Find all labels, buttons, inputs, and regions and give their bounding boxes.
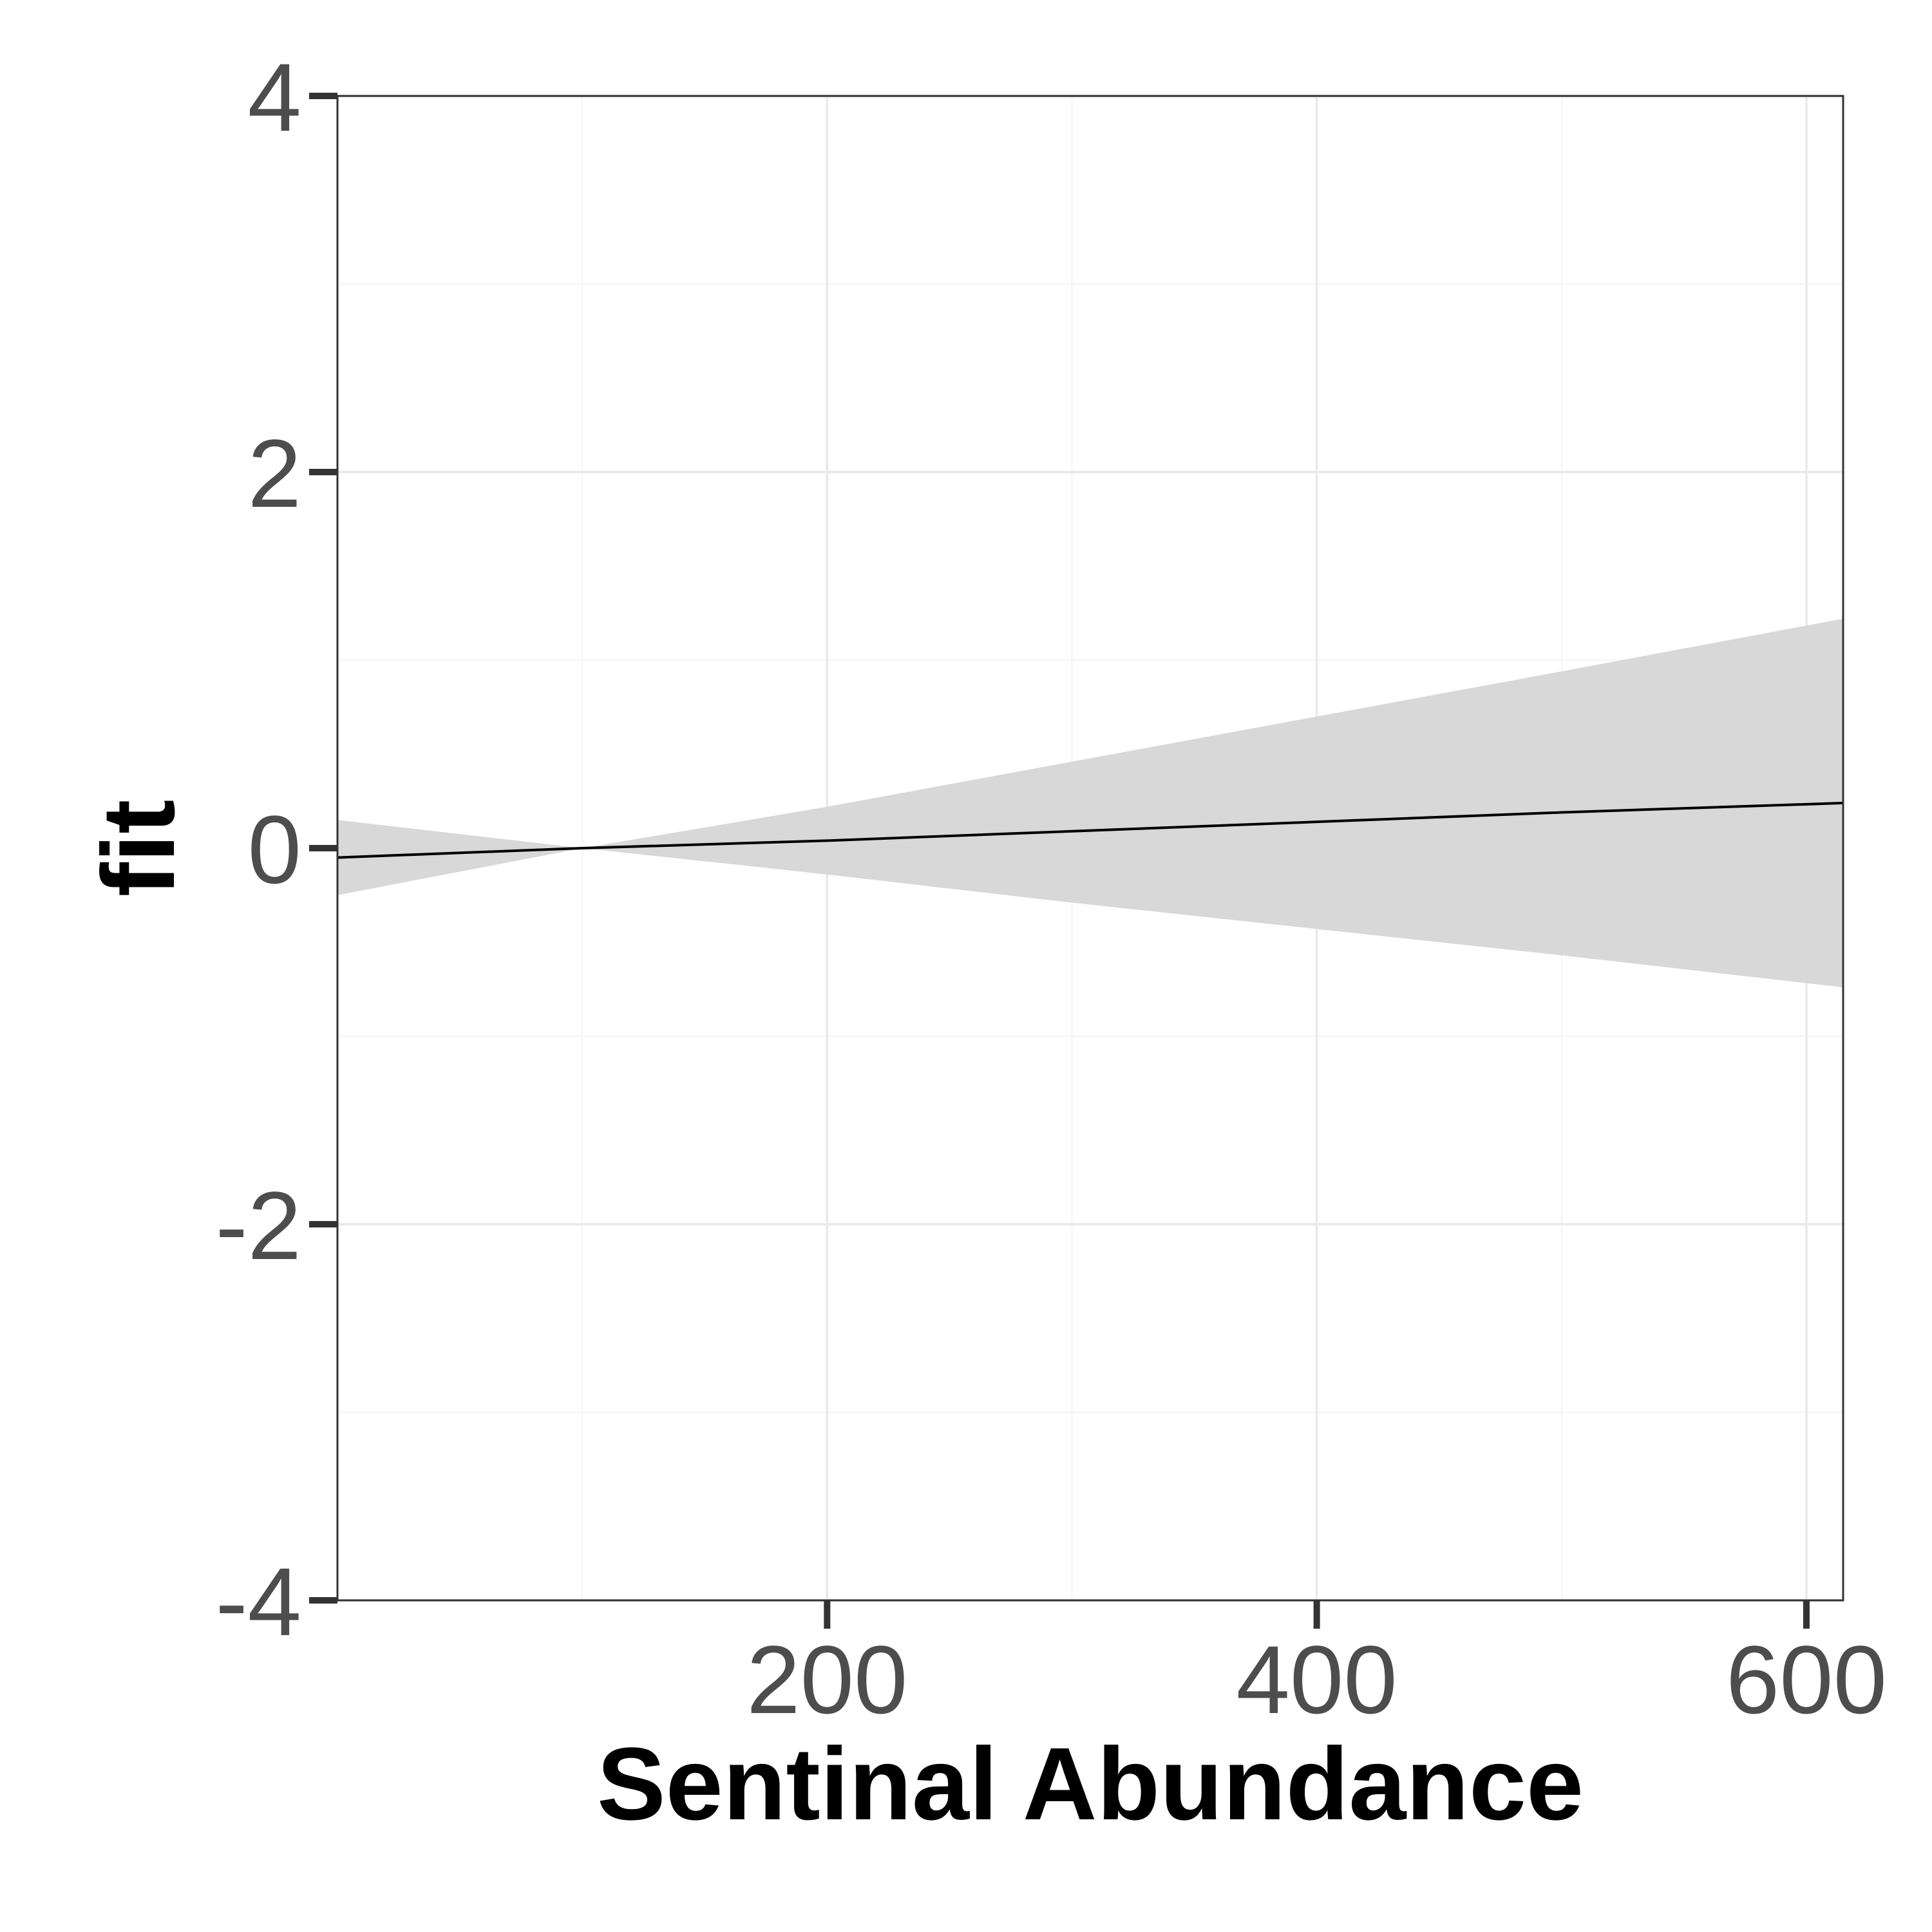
y-axis-title: fit: [80, 799, 196, 896]
fit-line-layer: [337, 801, 1844, 859]
confidence-band-layer: [337, 618, 1843, 988]
confidence-band: [337, 618, 1843, 988]
axis-layer: -4 -2 0 2 4 200 400 600: [216, 43, 1887, 1734]
x-tick-label: 400: [1236, 1625, 1397, 1734]
y-tick-label: 4: [248, 43, 301, 151]
y-tick-label: -4: [216, 1548, 301, 1656]
x-tick-label: 200: [746, 1625, 907, 1734]
x-axis-title: Sentinal Abundance: [597, 1726, 1584, 1841]
y-tick-label: -2: [216, 1171, 301, 1280]
y-tick-label: 2: [248, 419, 301, 527]
x-tick-label: 600: [1726, 1625, 1887, 1734]
y-tick-label: 0: [248, 795, 301, 904]
fit-line: [337, 801, 1844, 859]
